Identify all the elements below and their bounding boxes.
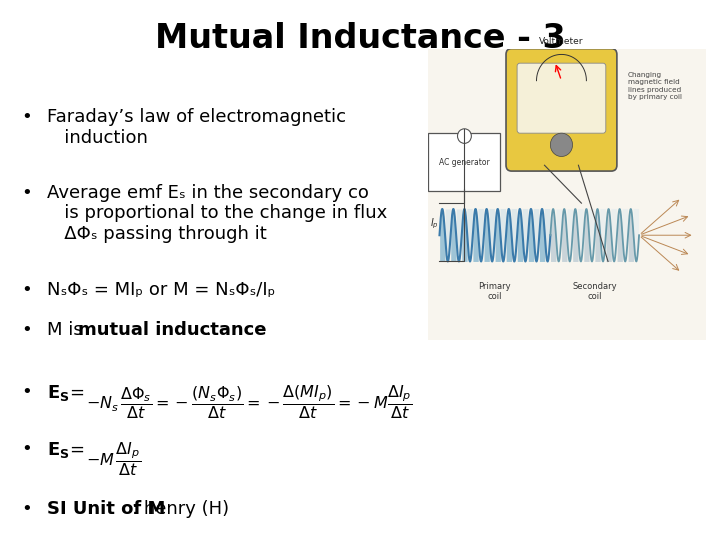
Circle shape xyxy=(457,129,472,143)
Text: AC generator: AC generator xyxy=(439,158,490,167)
Text: $\mathbf{E_S}$=: $\mathbf{E_S}$= xyxy=(47,383,84,403)
FancyBboxPatch shape xyxy=(506,49,617,171)
Text: •: • xyxy=(22,383,32,401)
Text: .: . xyxy=(205,321,211,339)
Text: $\mathbf{E_S}$=: $\mathbf{E_S}$= xyxy=(47,440,84,460)
Text: Faraday’s law of electromagnetic
   induction: Faraday’s law of electromagnetic inducti… xyxy=(47,108,346,147)
Text: : henry (H): : henry (H) xyxy=(132,500,229,517)
Text: Changing
magnetic field
lines produced
by primary coil: Changing magnetic field lines produced b… xyxy=(628,72,682,100)
Text: Voltmeter: Voltmeter xyxy=(539,37,584,46)
Text: M is: M is xyxy=(47,321,89,339)
Text: $\mathit{I_p}$: $\mathit{I_p}$ xyxy=(430,217,438,231)
Text: Secondary
coil: Secondary coil xyxy=(572,282,617,301)
Text: SI Unit of M: SI Unit of M xyxy=(47,500,165,517)
Text: Average emf Eₛ in the secondary co
   is proportional to the change in flux
   Δ: Average emf Eₛ in the secondary co is pr… xyxy=(47,184,387,243)
Text: •: • xyxy=(22,184,32,201)
Text: •: • xyxy=(22,321,32,339)
Text: •: • xyxy=(22,500,32,517)
FancyBboxPatch shape xyxy=(428,49,706,340)
Text: NₛΦₛ = MIₚ or M = NₛΦₛ/Iₚ: NₛΦₛ = MIₚ or M = NₛΦₛ/Iₚ xyxy=(47,281,275,299)
Text: Mutual Inductance - 3: Mutual Inductance - 3 xyxy=(155,22,565,55)
Text: •: • xyxy=(22,281,32,299)
Text: Primary
coil: Primary coil xyxy=(479,282,511,301)
Text: $-N_s\,\dfrac{\Delta\Phi_s}{\Delta t}= -\dfrac{(N_s\Phi_s)}{\Delta t}= -\dfrac{\: $-N_s\,\dfrac{\Delta\Phi_s}{\Delta t}= -… xyxy=(86,383,413,421)
Text: $-M\,\dfrac{\Delta I_p}{\Delta t}$: $-M\,\dfrac{\Delta I_p}{\Delta t}$ xyxy=(86,440,141,478)
Text: •: • xyxy=(22,108,32,126)
Text: •: • xyxy=(22,440,32,458)
Text: mutual inductance: mutual inductance xyxy=(78,321,266,339)
FancyBboxPatch shape xyxy=(428,133,500,192)
FancyBboxPatch shape xyxy=(517,63,606,133)
Circle shape xyxy=(550,133,572,157)
